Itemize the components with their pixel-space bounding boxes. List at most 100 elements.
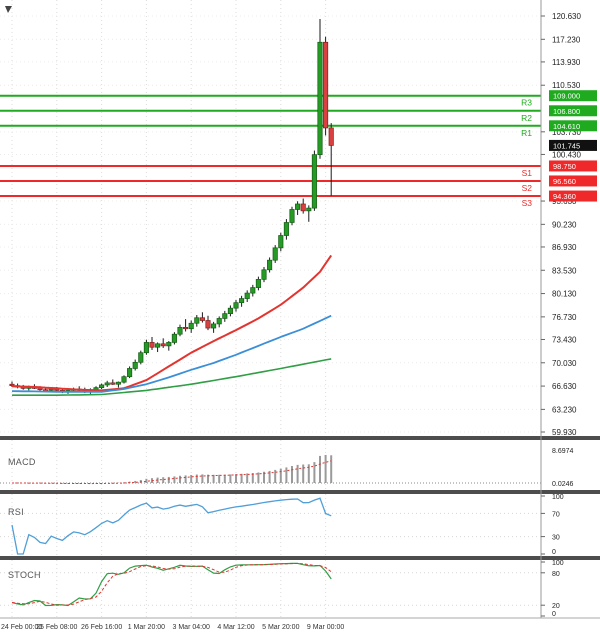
stoch-axis-label: 20: [552, 603, 560, 610]
ma-line-slow: [12, 358, 332, 397]
candle-body: [160, 343, 166, 347]
candle-body: [261, 269, 267, 280]
candle-body: [283, 222, 289, 236]
candle-body: [183, 326, 189, 330]
price-axis-label: 76.730: [552, 313, 577, 322]
price-axis-label: 83.530: [552, 266, 577, 275]
candle-body: [143, 342, 149, 354]
time-axis-area[interactable]: [0, 618, 600, 633]
candle-body: [300, 203, 306, 212]
candle-body: [250, 287, 256, 294]
macd-panel-area[interactable]: [0, 440, 541, 490]
level-label-r1: R1: [521, 128, 532, 138]
time-axis-label: 4 Mar 12:00: [217, 624, 254, 631]
candle-body: [171, 333, 177, 343]
candle-body: [194, 317, 200, 324]
time-axis-label: 9 Mar 00:00: [307, 624, 344, 631]
time-axis-label: 26 Feb 16:00: [81, 624, 122, 631]
level-label-s3: S3: [522, 198, 533, 208]
price-axis-label: 103.730: [552, 128, 581, 137]
macd-label: MACD: [8, 457, 36, 467]
candle-body: [244, 292, 250, 299]
level-label-r2: R2: [521, 113, 532, 123]
rsi-label: RSI: [8, 507, 24, 517]
candle-body: [99, 384, 105, 389]
price-axis-label: 59.930: [552, 428, 577, 437]
stoch-panel-area[interactable]: [0, 560, 541, 618]
candle-body: [278, 235, 284, 249]
macd-max-label: 8.6974: [552, 448, 574, 455]
level-label-s2: S2: [522, 183, 533, 193]
price-badge-label-s3: 94.360: [553, 192, 576, 201]
candle-body: [115, 381, 121, 385]
candle-body: [127, 368, 133, 378]
chart-shift-marker: [5, 6, 12, 13]
panel-dividers: [0, 436, 600, 619]
rsi-axis-label: 0: [552, 549, 556, 556]
candle-body: [267, 259, 273, 271]
candle-body: [289, 209, 295, 223]
candle-body: [233, 302, 239, 309]
candle-body: [227, 307, 233, 314]
time-axis-layer: 24 Feb 00:0025 Feb 08:00 26 Feb 16:00 1 Ma…: [1, 624, 344, 631]
price-badge-r3: [549, 90, 597, 102]
price-axis-area[interactable]: [541, 0, 600, 618]
candle-body: [317, 41, 323, 155]
price-axis-label: 66.630: [552, 382, 577, 391]
price-axis-label: 110.530: [552, 81, 581, 90]
rsi-axis-label: 70: [552, 511, 560, 518]
rsi-panel-area[interactable]: [0, 494, 541, 556]
time-axis-label: 5 Mar 20:00: [262, 624, 299, 631]
candle-body: [155, 343, 161, 348]
candle-body: [211, 323, 217, 329]
panel-divider: [0, 436, 600, 440]
current-price-label: 101.745: [553, 141, 580, 150]
candle-body: [222, 313, 228, 319]
macd-signal-line: [12, 460, 332, 485]
time-axis-label: 24 Feb 00:00: [1, 624, 42, 631]
candle-body: [295, 203, 301, 210]
price-axis-label: 120.630: [552, 12, 581, 21]
time-axis-label: 3 Mar 04:00: [173, 624, 210, 631]
candle-body: [272, 247, 278, 261]
candle-body: [199, 317, 205, 321]
candle-body: [121, 376, 127, 383]
price-badge-label-s2: 96.560: [553, 177, 576, 186]
price-axis-layer: 120.630 117.230 113.930 110.530 103.730 100.4…: [521, 0, 597, 618]
moving-average-lines: [11, 254, 333, 397]
stoch-axis-label: 0: [552, 611, 556, 618]
macd-panel: [0, 454, 541, 485]
price-badge-s2: [549, 175, 597, 187]
stoch-axis-label: 100: [552, 560, 564, 567]
price-axis-label: 86.930: [552, 243, 577, 252]
candle-body: [239, 298, 245, 304]
panel-divider: [0, 556, 600, 560]
price-axis-label: 63.230: [552, 405, 577, 414]
price-axis-label: 80.130: [552, 290, 577, 299]
price-badge-label-r1: 104.610: [553, 122, 580, 131]
price-badge-r1: [549, 120, 597, 132]
stoch-panel: [0, 562, 541, 607]
level-lines: [0, 94, 541, 198]
candle-body: [48, 388, 54, 391]
current-price-badge: [549, 139, 597, 151]
rsi-panel: [0, 497, 541, 555]
price-badge-r2: [549, 105, 597, 117]
rsi-line: [11, 497, 332, 555]
panel-divider: [0, 490, 600, 494]
price-badge-label-s1: 98.750: [553, 162, 576, 171]
stoch-axis-label: 80: [552, 571, 560, 578]
chart-plot-area[interactable]: [0, 0, 541, 436]
macd-zero-label: 0.0246: [552, 481, 574, 488]
candle-body: [306, 207, 312, 212]
candle-body: [205, 320, 211, 329]
price-badge-label-r2: 106.800: [553, 107, 580, 116]
candle-body: [9, 383, 15, 386]
price-badge-s1: [549, 160, 597, 172]
time-axis-label: 1 Mar 20:00: [128, 624, 165, 631]
ma-line-medium: [11, 314, 332, 393]
rsi-axis-label: 30: [552, 535, 560, 542]
